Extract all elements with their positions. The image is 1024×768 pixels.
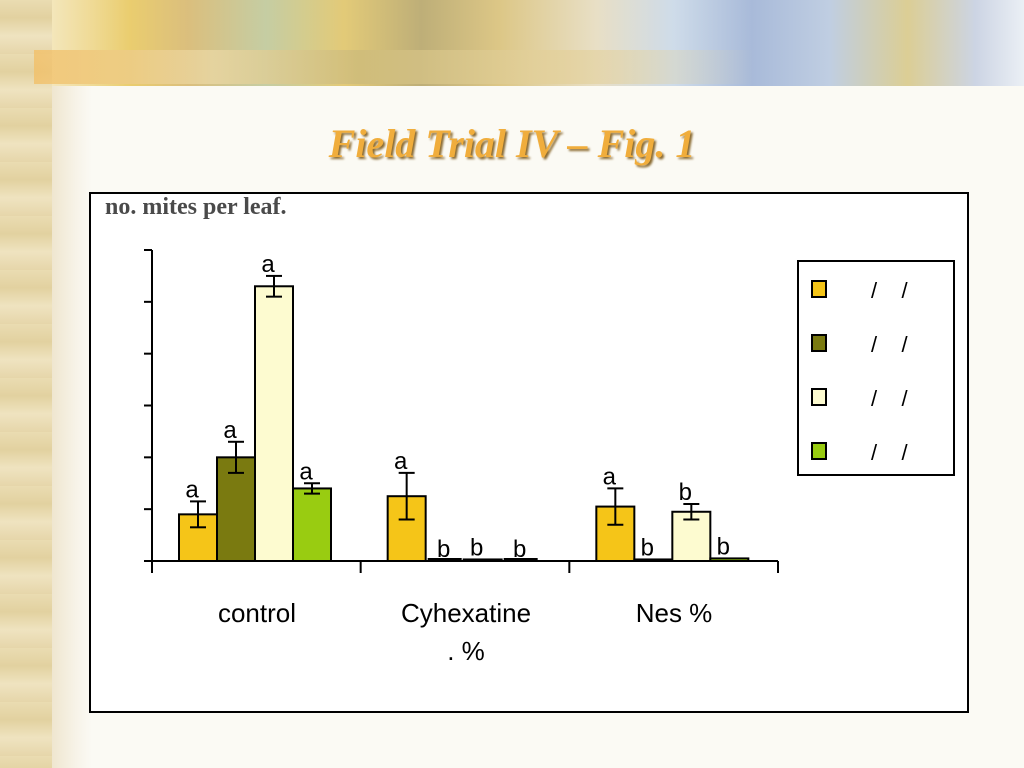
significance-label: b [717,533,730,560]
slide-title: Field Trial IV – Fig. 1 [328,121,696,166]
significance-label: a [261,251,275,278]
x-tick-label: Nes % [574,594,774,632]
legend-label: / / [871,332,908,357]
significance-label: a [299,458,313,485]
legend-swatch [811,334,827,352]
legend-swatch [811,388,827,406]
x-tick-label: Cyhexatine . % [366,594,566,670]
legend-swatch [811,442,827,460]
significance-label: a [223,417,237,444]
legend: / / / / / / / / [797,260,955,476]
legend-item: / / [811,332,951,357]
legend-item: / / [811,440,951,465]
bar [216,456,256,563]
background-left-gradient [52,0,92,768]
bar [709,557,750,562]
x-tick-line1: Cyhexatine [400,598,532,628]
significance-label: a [394,448,408,475]
y-axis-label: no. mites per leaf. [105,194,287,220]
significance-label: b [437,536,450,563]
background-left-strip [0,0,52,768]
significance-label: a [185,476,199,503]
significance-label: b [679,479,692,506]
x-tick-line1: Nes % [635,598,713,628]
legend-swatch [811,280,827,298]
legend-label: / / [871,278,908,303]
significance-label: b [641,534,654,561]
bar [254,285,294,562]
legend-item: / / [811,278,951,303]
legend-label: / / [871,386,908,411]
legend-label: / / [871,440,908,465]
bar [292,487,332,562]
significance-label: b [470,534,483,561]
x-tick-line2: . % [447,636,485,666]
significance-label: a [603,463,617,490]
x-tick-line1: control [217,598,297,628]
legend-item: / / [811,386,951,411]
x-tick-label: control [157,594,357,632]
bar [462,558,503,563]
background-banner-band [34,50,754,84]
significance-label: b [513,536,526,563]
